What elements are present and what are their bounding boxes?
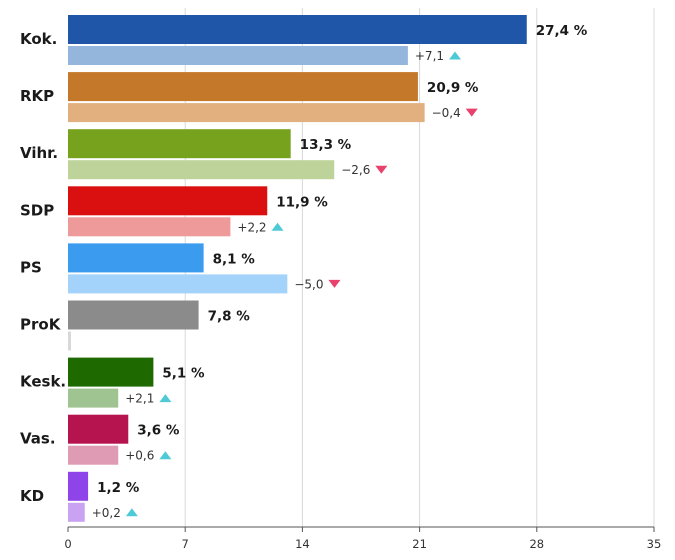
value-label: 5,1 % <box>162 366 205 382</box>
bar-previous <box>68 103 425 123</box>
bar-previous <box>68 274 288 294</box>
change-label: −2,6 <box>341 163 370 177</box>
bar-group: PS 8,1 % −5,0 <box>20 243 341 294</box>
bar-current <box>68 186 268 216</box>
bar-current <box>68 243 204 273</box>
change-label: −0,4 <box>432 106 461 120</box>
x-tick-label: 35 <box>647 537 662 551</box>
bar-current <box>68 72 418 102</box>
bar-group: Kesk. 5,1 % +2,1 <box>20 357 205 408</box>
change-label: +7,1 <box>415 49 444 63</box>
bar-layer: Kok. 27,4 % +7,1 RKP 20,9 % −0,4 Vihr. 13,3 % −2… <box>20 15 588 522</box>
bar-current <box>68 129 291 159</box>
party-label: Kesk. <box>20 373 66 391</box>
party-label: SDP <box>20 201 54 219</box>
party-label: Vas. <box>20 430 56 448</box>
x-tick-label: 0 <box>64 537 71 551</box>
x-tick-label: 21 <box>412 537 427 551</box>
bar-current <box>68 15 527 44</box>
triangle-up-icon <box>159 451 172 460</box>
party-label: Vihr. <box>20 144 58 162</box>
value-label: 1,2 % <box>97 480 140 496</box>
bar-group: KD 1,2 % +0,2 <box>20 471 140 522</box>
party-label: ProK <box>20 316 62 334</box>
axis-layer: 0 7 14 21 28 35 <box>64 526 662 551</box>
party-label: Kok. <box>20 30 57 48</box>
triangle-up-icon <box>125 508 138 517</box>
x-tick-label: 7 <box>182 537 189 551</box>
bar-group: Vihr. 13,3 % −2,6 <box>20 129 388 180</box>
change-label: +0,6 <box>125 449 154 463</box>
bar-group: Vas. 3,6 % +0,6 <box>20 414 180 465</box>
bar-previous <box>68 388 119 408</box>
value-label: 8,1 % <box>213 251 256 267</box>
triangle-up-icon <box>271 222 284 231</box>
bar-previous <box>68 160 335 180</box>
value-label: 11,9 % <box>276 194 328 210</box>
triangle-down-icon <box>375 165 388 174</box>
bar-previous <box>68 217 231 237</box>
bar-current <box>68 414 129 444</box>
bar-group: ProK 7,8 % <box>20 300 251 351</box>
change-label: +2,1 <box>125 392 154 406</box>
bar-previous <box>68 445 119 465</box>
triangle-up-icon <box>449 51 462 60</box>
value-label: 13,3 % <box>300 137 352 153</box>
bar-current <box>68 300 199 330</box>
change-label: +0,2 <box>92 506 121 520</box>
triangle-down-icon <box>328 279 341 288</box>
bar-group: RKP 20,9 % −0,4 <box>20 72 479 123</box>
party-label: RKP <box>20 87 54 105</box>
bar-group: Kok. 27,4 % +7,1 <box>20 15 588 65</box>
value-label: 3,6 % <box>137 423 180 439</box>
value-label: 7,8 % <box>208 309 251 325</box>
bar-previous <box>68 46 408 65</box>
bar-previous <box>68 331 71 351</box>
value-label: 27,4 % <box>536 23 588 39</box>
bar-current <box>68 471 89 501</box>
triangle-down-icon <box>465 108 478 117</box>
bar-group: SDP 11,9 % +2,2 <box>20 186 328 237</box>
bar-previous <box>68 502 85 522</box>
change-label: −5,0 <box>294 277 323 291</box>
x-tick-label: 28 <box>529 537 544 551</box>
party-label: PS <box>20 258 42 276</box>
value-label: 20,9 % <box>427 80 479 96</box>
x-tick-label: 14 <box>295 537 310 551</box>
bar-current <box>68 357 154 387</box>
party-label: KD <box>20 487 44 505</box>
change-label: +2,2 <box>237 220 266 234</box>
triangle-up-icon <box>159 394 172 403</box>
